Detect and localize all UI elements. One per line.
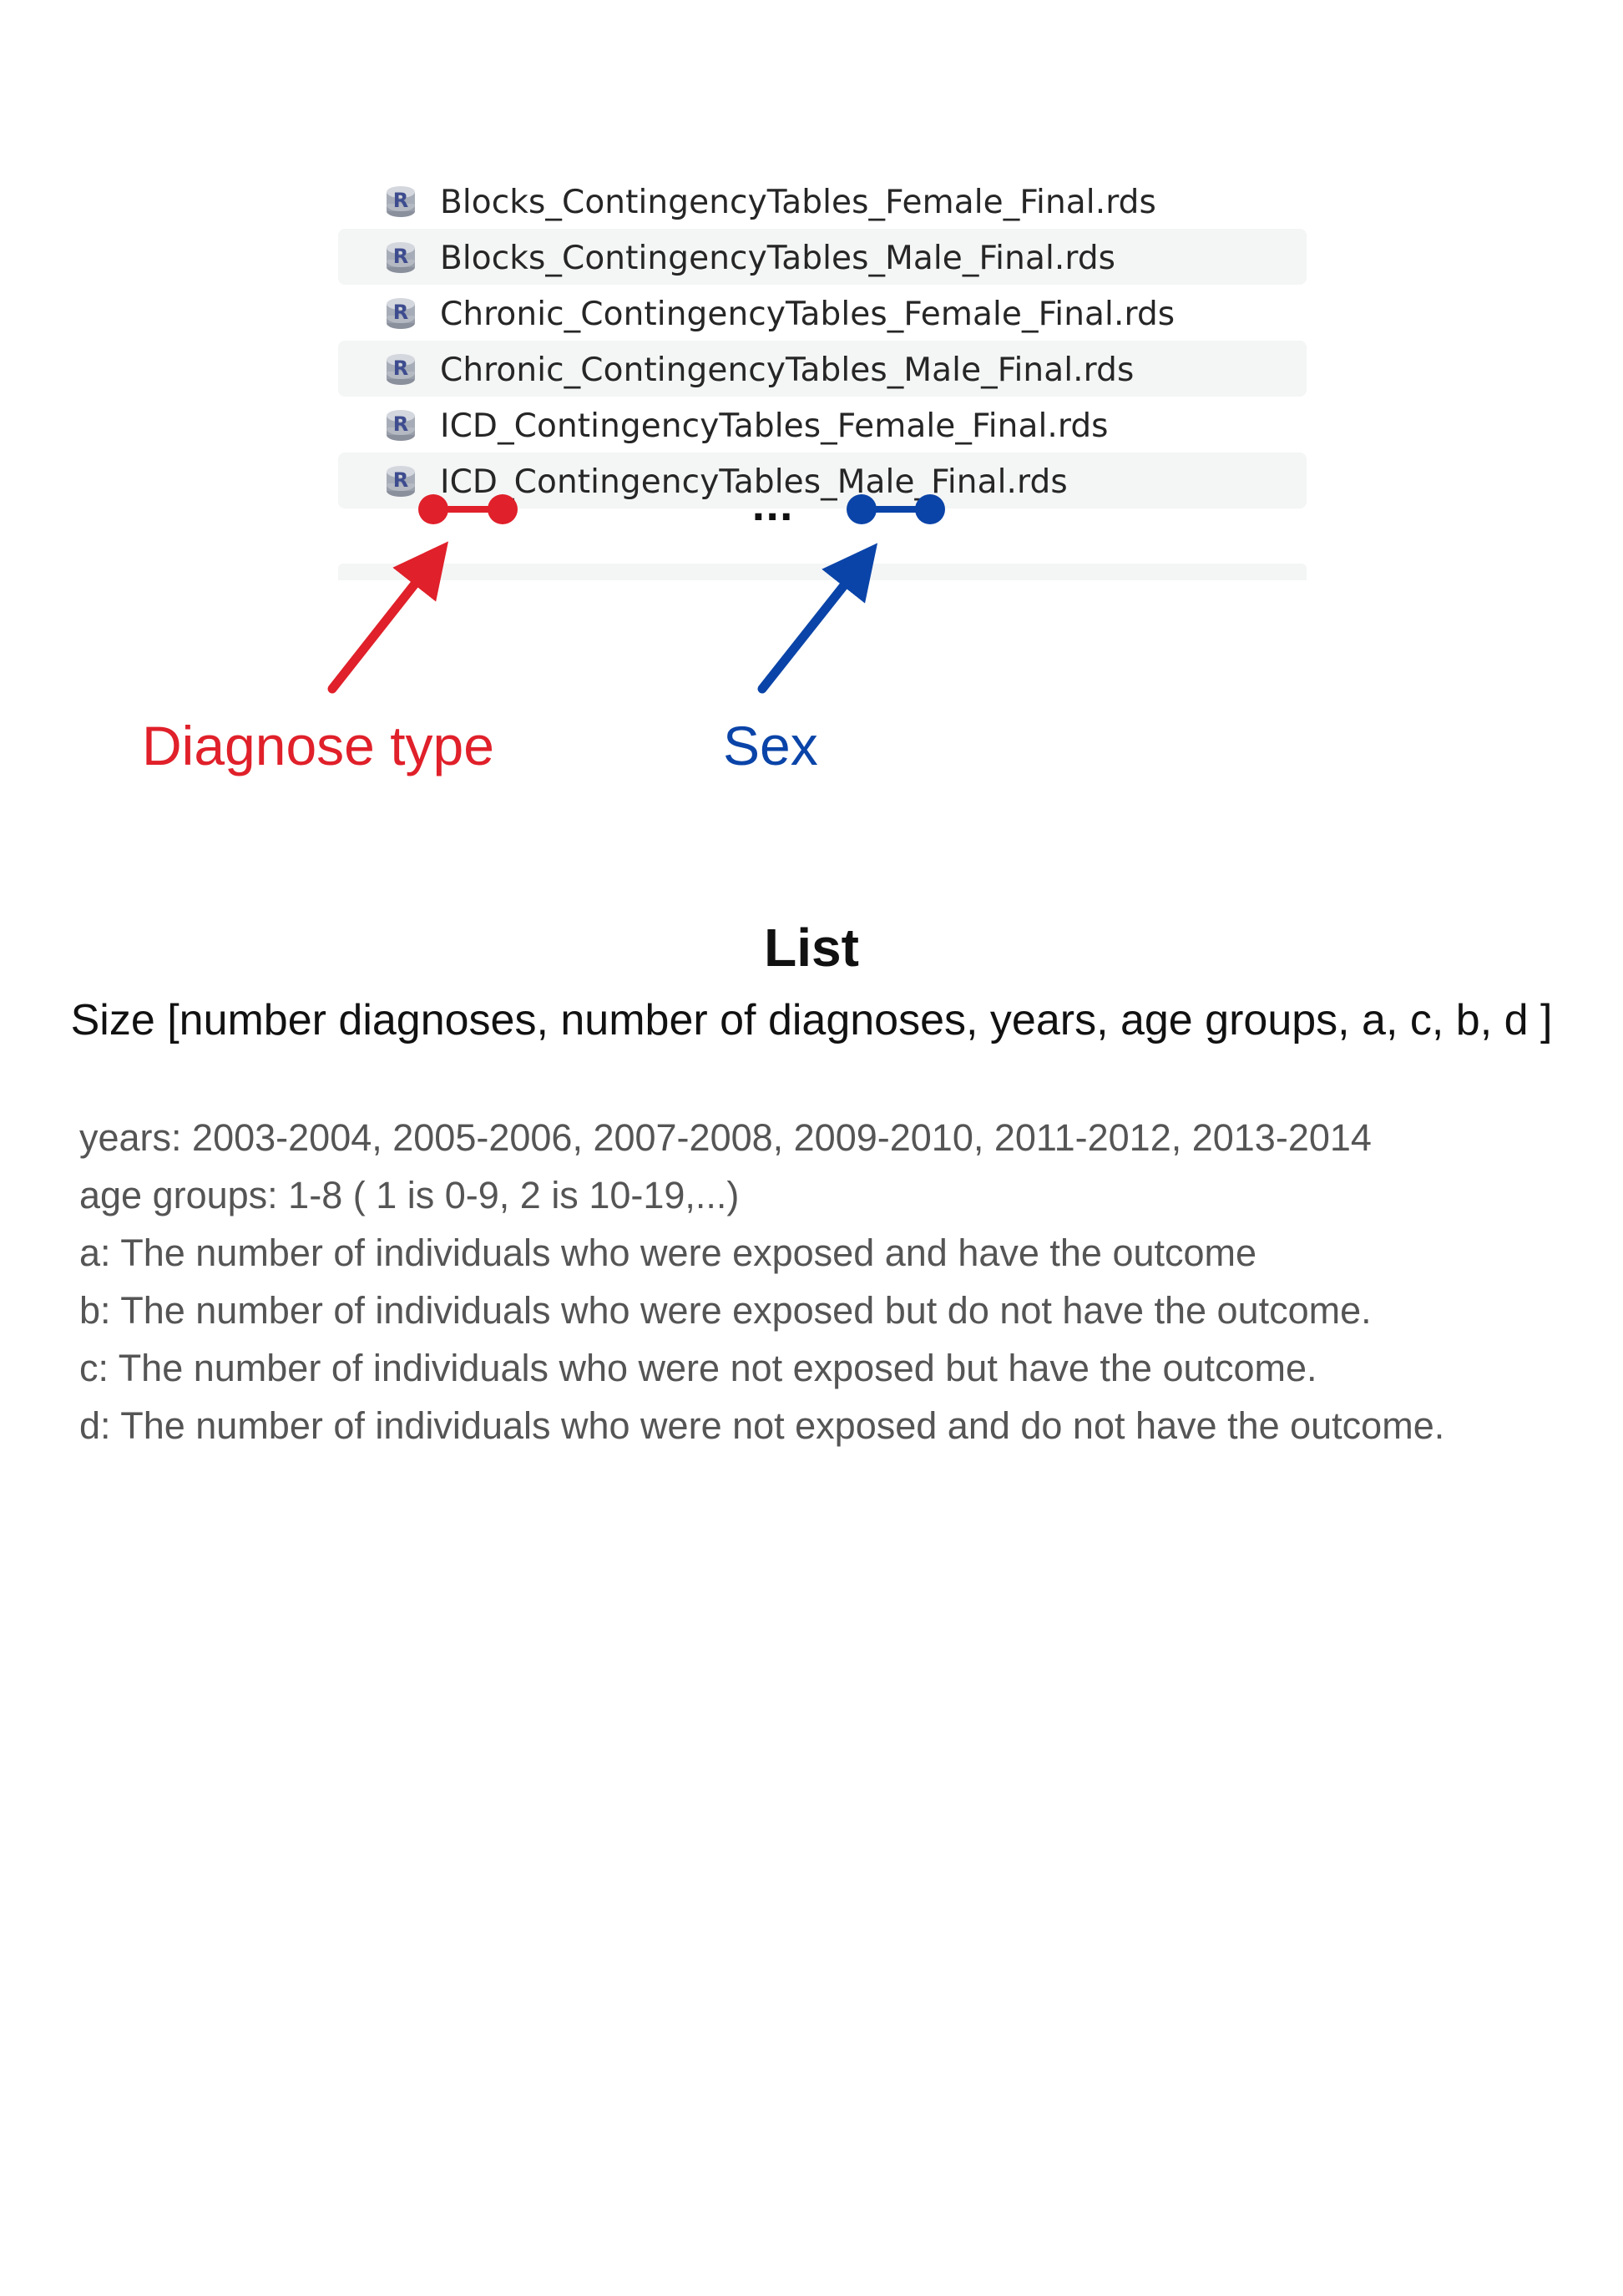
svg-text:R: R: [393, 245, 408, 268]
file-row[interactable]: R Blocks_ContingencyTables_Female_Final.…: [338, 173, 1307, 229]
sex-arrow: [757, 543, 878, 694]
file-name: Chronic_ContingencyTables_Female_Final.r…: [440, 296, 1176, 333]
svg-text:R: R: [393, 357, 408, 380]
diagnose-type-label: Diagnose type: [142, 715, 494, 776]
file-name: Blocks_ContingencyTables_Male_Final.rds: [440, 240, 1116, 277]
definition-b: b: The number of individuals who were ex…: [79, 1289, 1372, 1332]
definition-years: years: 2003-2004, 2005-2006, 2007-2008, …: [79, 1116, 1372, 1159]
r-database-icon: R: [387, 186, 415, 217]
file-row[interactable]: R ICD_ContingencyTables_Female_Final.rds: [338, 397, 1307, 453]
file-row[interactable]: R Blocks_ContingencyTables_Male_Final.rd…: [338, 229, 1307, 285]
definition-a: a: The number of individuals who were ex…: [79, 1231, 1257, 1274]
r-database-icon: R: [387, 242, 415, 273]
annotation-overlay: [327, 494, 945, 694]
r-database-icon: R: [387, 354, 415, 385]
r-database-icon: R: [387, 466, 415, 497]
list-size: Size [number diagnoses, number of diagno…: [70, 996, 1553, 1044]
file-list: R Blocks_ContingencyTables_Female_Final.…: [338, 173, 1307, 508]
diagnose-type-arrow: [327, 541, 449, 694]
file-row[interactable]: R Chronic_ContingencyTables_Female_Final…: [338, 285, 1307, 341]
file-row[interactable]: R Chronic_ContingencyTables_Male_Final.r…: [338, 341, 1307, 397]
list-title: List: [764, 918, 859, 978]
svg-text:R: R: [393, 412, 408, 436]
file-name: Blocks_ContingencyTables_Female_Final.rd…: [440, 184, 1156, 221]
svg-text:R: R: [393, 468, 408, 492]
r-database-icon: R: [387, 410, 415, 441]
definition-age-groups: age groups: 1-8 ( 1 is 0-9, 2 is 10-19,.…: [79, 1174, 740, 1216]
definition-d: d: The number of individuals who were no…: [79, 1404, 1445, 1447]
svg-text:R: R: [393, 301, 408, 324]
svg-text:R: R: [393, 189, 408, 212]
sex-marker: [847, 494, 945, 524]
file-name: ICD_ContingencyTables_Female_Final.rds: [440, 407, 1109, 445]
file-name: Chronic_ContingencyTables_Male_Final.rds: [440, 351, 1135, 389]
ellipsis: ...: [751, 487, 794, 529]
sex-label: Sex: [723, 715, 818, 776]
file-name: ICD_ContingencyTables_Male_Final.rds: [440, 463, 1068, 501]
r-database-icon: R: [387, 298, 415, 329]
definition-c: c: The number of individuals who were no…: [79, 1347, 1317, 1389]
diagnose-type-marker: [418, 494, 518, 524]
definitions: years: 2003-2004, 2005-2006, 2007-2008, …: [79, 1109, 1615, 1454]
